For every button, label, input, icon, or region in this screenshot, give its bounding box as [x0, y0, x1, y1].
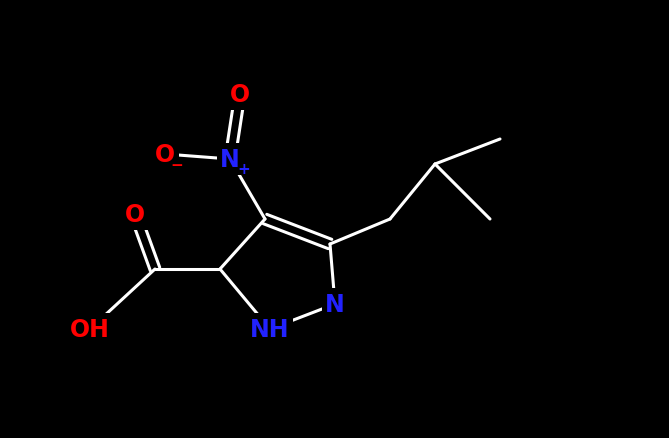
Text: N: N	[220, 148, 240, 172]
Text: NH: NH	[250, 317, 290, 341]
Text: −: −	[171, 157, 183, 172]
Text: +: +	[237, 162, 250, 177]
Text: N: N	[325, 292, 345, 316]
Text: O: O	[155, 143, 175, 166]
Text: O: O	[125, 202, 145, 226]
Text: O: O	[230, 83, 250, 107]
Text: OH: OH	[70, 317, 110, 341]
